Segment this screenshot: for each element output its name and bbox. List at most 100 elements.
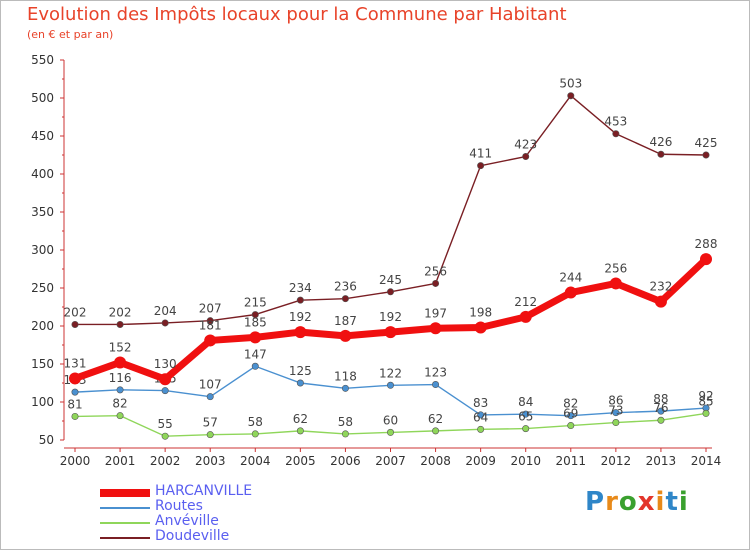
data-point-doudeville bbox=[341, 295, 349, 303]
data-point-harcanville bbox=[159, 373, 172, 386]
data-point-routes bbox=[341, 384, 349, 392]
data-label-anv-ville: 58 bbox=[338, 415, 353, 429]
data-point-anv-ville bbox=[657, 416, 665, 424]
legend-swatch-routes bbox=[100, 507, 150, 509]
data-label-routes: 116 bbox=[109, 371, 132, 385]
legend-label-harcanville: HARCANVILLE bbox=[155, 483, 253, 499]
data-point-doudeville bbox=[522, 153, 530, 161]
x-tick-label: 2013 bbox=[646, 454, 677, 468]
data-label-harcanville: 192 bbox=[289, 310, 312, 324]
x-tick-label: 2010 bbox=[510, 454, 541, 468]
data-label-harcanville: 181 bbox=[199, 318, 222, 332]
data-point-anv-ville bbox=[296, 427, 304, 435]
y-tick-label: 100 bbox=[31, 395, 54, 409]
data-label-harcanville: 187 bbox=[334, 314, 357, 328]
data-point-anv-ville bbox=[522, 425, 530, 433]
data-label-harcanville: 192 bbox=[379, 310, 402, 324]
data-label-doudeville: 453 bbox=[604, 115, 627, 129]
data-point-harcanville bbox=[474, 321, 487, 334]
chart-subtitle: (en € et par an) bbox=[27, 28, 114, 41]
data-point-anv-ville bbox=[71, 412, 79, 420]
data-label-routes: 147 bbox=[244, 347, 267, 361]
legend-label-routes: Routes bbox=[155, 498, 203, 514]
data-point-anv-ville bbox=[386, 428, 394, 436]
data-label-anv-ville: 55 bbox=[158, 417, 173, 431]
data-label-anv-ville: 73 bbox=[608, 404, 623, 418]
data-label-routes: 107 bbox=[199, 378, 222, 392]
y-tick-label: 500 bbox=[31, 91, 54, 105]
data-point-routes bbox=[567, 412, 575, 420]
data-label-routes: 118 bbox=[334, 369, 357, 383]
data-point-harcanville bbox=[249, 331, 262, 344]
data-point-routes bbox=[251, 362, 259, 370]
data-point-routes bbox=[206, 393, 214, 401]
data-point-anv-ville bbox=[161, 432, 169, 440]
data-point-harcanville bbox=[519, 310, 532, 323]
x-tick-label: 2000 bbox=[60, 454, 91, 468]
data-label-doudeville: 234 bbox=[289, 281, 312, 295]
data-label-harcanville: 256 bbox=[604, 261, 627, 275]
data-point-doudeville bbox=[657, 150, 665, 158]
data-label-routes: 84 bbox=[518, 395, 533, 409]
data-label-anv-ville: 62 bbox=[293, 412, 308, 426]
y-tick-label: 150 bbox=[31, 357, 54, 371]
y-tick-label: 300 bbox=[31, 243, 54, 257]
data-point-doudeville bbox=[477, 162, 485, 170]
data-point-doudeville bbox=[251, 311, 259, 319]
x-tick-label: 2012 bbox=[601, 454, 632, 468]
x-tick-label: 2004 bbox=[240, 454, 271, 468]
chart-title: Evolution des Impôts locaux pour la Comm… bbox=[27, 4, 567, 25]
y-tick-label: 200 bbox=[31, 319, 54, 333]
data-label-doudeville: 256 bbox=[424, 264, 447, 278]
data-label-anv-ville: 58 bbox=[248, 415, 263, 429]
data-point-harcanville bbox=[114, 356, 127, 369]
data-point-harcanville bbox=[429, 322, 442, 335]
data-label-anv-ville: 82 bbox=[112, 397, 127, 411]
data-point-anv-ville bbox=[432, 427, 440, 435]
data-label-doudeville: 411 bbox=[469, 147, 492, 161]
data-label-doudeville: 215 bbox=[244, 296, 267, 310]
x-tick-label: 2014 bbox=[691, 454, 722, 468]
data-point-routes bbox=[477, 411, 485, 419]
data-label-anv-ville: 62 bbox=[428, 412, 443, 426]
data-point-anv-ville bbox=[612, 419, 620, 427]
data-point-doudeville bbox=[386, 288, 394, 296]
data-label-harcanville: 212 bbox=[514, 295, 537, 309]
data-point-harcanville bbox=[204, 334, 217, 347]
legend-label-doudeville: Doudeville bbox=[155, 528, 230, 544]
data-point-doudeville bbox=[567, 92, 575, 100]
data-label-doudeville: 425 bbox=[695, 136, 718, 150]
data-point-anv-ville bbox=[341, 430, 349, 438]
y-tick-label: 350 bbox=[31, 205, 54, 219]
data-label-doudeville: 426 bbox=[649, 135, 672, 149]
x-tick-label: 2009 bbox=[465, 454, 496, 468]
data-label-harcanville: 185 bbox=[244, 315, 267, 329]
data-label-anv-ville: 85 bbox=[698, 394, 713, 408]
data-point-routes bbox=[432, 381, 440, 389]
data-label-anv-ville: 60 bbox=[383, 413, 398, 427]
data-label-anv-ville: 64 bbox=[473, 410, 488, 424]
data-point-routes bbox=[612, 409, 620, 417]
x-tick-label: 2006 bbox=[330, 454, 361, 468]
data-label-anv-ville: 65 bbox=[518, 410, 533, 424]
x-tick-label: 2011 bbox=[556, 454, 587, 468]
data-point-doudeville bbox=[432, 279, 440, 287]
data-point-harcanville bbox=[700, 253, 712, 266]
proxiti-logo: Proxiti bbox=[585, 487, 689, 517]
y-tick-label: 550 bbox=[31, 53, 54, 67]
data-label-doudeville: 236 bbox=[334, 280, 357, 294]
data-point-doudeville bbox=[206, 317, 214, 325]
x-tick-label: 2005 bbox=[285, 454, 316, 468]
data-point-doudeville bbox=[116, 320, 124, 328]
data-point-anv-ville bbox=[702, 409, 710, 417]
data-point-harcanville bbox=[654, 295, 667, 308]
data-label-harcanville: 130 bbox=[154, 357, 177, 371]
data-point-routes bbox=[386, 381, 394, 389]
data-point-routes bbox=[71, 388, 79, 396]
data-label-doudeville: 503 bbox=[559, 77, 582, 91]
data-label-routes: 122 bbox=[379, 366, 402, 380]
legend-swatch-harcanville bbox=[100, 489, 150, 497]
y-tick-label: 50 bbox=[39, 433, 54, 447]
